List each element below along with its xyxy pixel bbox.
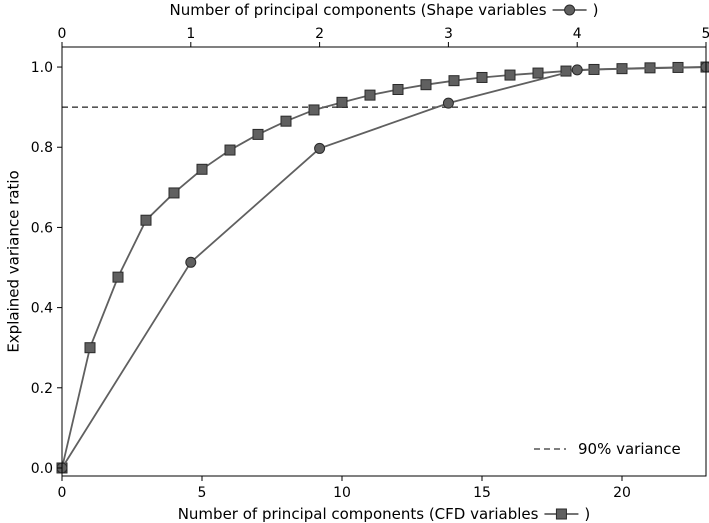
shape-series-point bbox=[185, 256, 197, 268]
cfd-series-line bbox=[61, 66, 707, 469]
cfd-series-point bbox=[504, 69, 516, 81]
axis-label-marker-symbol bbox=[564, 4, 576, 16]
top-x-tick-label: 5 bbox=[702, 26, 709, 42]
bottom-x-tick-label: 10 bbox=[333, 485, 351, 501]
cfd-series-point bbox=[336, 96, 348, 108]
top-x-tick-label: 2 bbox=[315, 26, 324, 42]
top-x-tick-label: 3 bbox=[444, 26, 453, 42]
axis-label-marker-symbol bbox=[555, 508, 567, 520]
cfd-series-point bbox=[532, 67, 544, 79]
y-tick-label: 0.8 bbox=[31, 140, 53, 156]
shape-series-point bbox=[442, 97, 454, 109]
top-x-tick-label: 1 bbox=[186, 26, 195, 42]
plot-frame bbox=[61, 46, 707, 477]
cfd-series-point bbox=[392, 83, 404, 95]
shape-series-point bbox=[700, 61, 709, 73]
bottom-x-tick-label: 20 bbox=[613, 485, 631, 501]
bottom-axis-label-suffix: ) bbox=[584, 505, 590, 523]
legend: 90% variance bbox=[534, 440, 681, 458]
top-axis-series-marker bbox=[552, 4, 587, 16]
y-tick-label: 0.0 bbox=[31, 461, 53, 477]
y-tick-label: 0.6 bbox=[31, 220, 53, 236]
cfd-series-point bbox=[476, 71, 488, 83]
y-tick-label: 0.2 bbox=[31, 381, 53, 397]
cfd-series-point bbox=[112, 271, 124, 283]
bottom-axis-label: Number of principal components (CFD vari… bbox=[178, 505, 539, 523]
legend-label: 90% variance bbox=[578, 440, 681, 458]
top-axis-label-suffix: ) bbox=[593, 1, 599, 19]
cfd-series-point bbox=[84, 342, 96, 354]
top-x-tick-label: 0 bbox=[58, 26, 67, 42]
bottom-x-tick-label: 5 bbox=[198, 485, 207, 501]
top-x-tick-label: 4 bbox=[573, 26, 582, 42]
shape-series-line bbox=[61, 66, 707, 469]
plot-layer bbox=[56, 61, 709, 474]
y-tick-label: 1.0 bbox=[31, 60, 53, 76]
y-tick-label: 0.4 bbox=[31, 301, 53, 317]
shape-series-point bbox=[314, 142, 326, 154]
bottom-x-tick-label: 0 bbox=[58, 485, 67, 501]
cfd-series-point bbox=[224, 144, 236, 156]
cfd-series-point bbox=[196, 163, 208, 175]
cfd-series-point bbox=[308, 104, 320, 116]
top-axis-label: Number of principal components (Shape va… bbox=[170, 1, 547, 19]
cfd-series-point bbox=[448, 75, 460, 87]
bottom-x-tick-label: 15 bbox=[473, 485, 491, 501]
bottom-axis-series-marker bbox=[544, 508, 579, 520]
cfd-series-point bbox=[364, 89, 376, 101]
cfd-series-point bbox=[420, 79, 432, 91]
ticks-layer: 0.0 0.2 0.4 0.6 0.8 1.0 0 5 10 15 20 0 1 2 3 4 5 bbox=[31, 26, 709, 501]
y-axis-label: Explained variance ratio bbox=[5, 170, 23, 352]
cfd-series-point bbox=[252, 128, 264, 140]
cfd-series-point bbox=[280, 115, 292, 127]
shape-series-point bbox=[571, 64, 583, 76]
cfd-series-point bbox=[168, 187, 180, 199]
cfd-series-point bbox=[140, 214, 152, 226]
